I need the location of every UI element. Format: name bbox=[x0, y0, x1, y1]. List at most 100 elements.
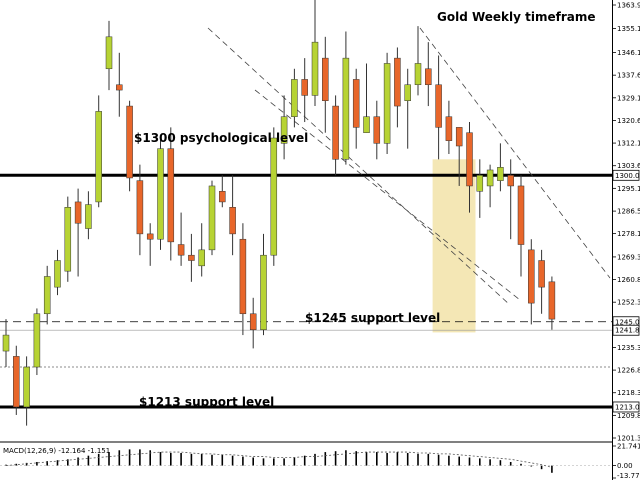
trendlines bbox=[207, 27, 611, 306]
candle bbox=[116, 52, 123, 117]
highlight-box bbox=[432, 159, 476, 333]
candle bbox=[394, 47, 401, 128]
candle-body bbox=[383, 63, 391, 144]
candle-body bbox=[507, 175, 514, 187]
price-tag-box bbox=[612, 324, 640, 336]
candle-body bbox=[528, 249, 535, 304]
candle-body bbox=[414, 63, 422, 86]
candle-body bbox=[229, 207, 236, 235]
candle-body bbox=[146, 233, 154, 240]
price-tag-label: 1300.00 bbox=[615, 172, 640, 180]
y-tick-label: 1295.10 bbox=[617, 185, 640, 193]
price-pane: Gold Weekly timeframe $1300 psychologica… bbox=[0, 0, 612, 426]
candle bbox=[486, 164, 494, 208]
candle-body bbox=[43, 276, 51, 315]
candle-body bbox=[188, 254, 195, 261]
y-tick-label: 1209.85 bbox=[617, 412, 640, 420]
candle-body bbox=[497, 167, 504, 181]
candle-body bbox=[260, 254, 267, 331]
candle bbox=[229, 175, 236, 256]
candle-body bbox=[13, 356, 20, 408]
y-tick-label: 1269.35 bbox=[617, 253, 640, 261]
trendline-lower bbox=[254, 89, 521, 301]
annotation-1300: $1300 psychological level bbox=[134, 131, 308, 145]
candle bbox=[528, 239, 535, 325]
candle bbox=[373, 100, 381, 160]
candle-body bbox=[332, 105, 339, 160]
candle-body bbox=[270, 137, 278, 256]
chart-title: Gold Weekly timeframe bbox=[437, 10, 596, 24]
candle bbox=[445, 100, 453, 154]
candle bbox=[146, 223, 154, 266]
trendline-upper-2 bbox=[419, 27, 611, 279]
y-tick-label: 1355.15 bbox=[617, 25, 640, 33]
candle bbox=[260, 233, 267, 336]
candle bbox=[157, 138, 164, 250]
macd-label: MACD(12,26,9) -12.164 -1.151 bbox=[3, 447, 110, 455]
candle-body bbox=[167, 148, 175, 243]
annotation-1213: $1213 support level bbox=[139, 395, 274, 409]
y-tick-label: 1303.60 bbox=[617, 162, 640, 170]
candle bbox=[280, 95, 288, 160]
candle-body bbox=[322, 57, 329, 101]
y-tick-label: 1201.35 bbox=[617, 435, 640, 443]
y-tick-label: 1226.85 bbox=[617, 367, 640, 375]
candle bbox=[383, 52, 391, 154]
candle-body bbox=[445, 116, 453, 141]
candle-body bbox=[538, 260, 545, 288]
price-tag: 1300.00 bbox=[612, 169, 640, 181]
candle-body bbox=[136, 180, 144, 235]
y-tick-label: 1363.95 bbox=[617, 2, 640, 10]
candle-body bbox=[198, 249, 205, 267]
candle-body bbox=[157, 148, 164, 240]
candle bbox=[74, 188, 82, 277]
candle bbox=[332, 95, 339, 176]
candle bbox=[2, 319, 10, 368]
candle bbox=[85, 191, 92, 240]
candle-body bbox=[466, 132, 473, 187]
candle bbox=[414, 26, 422, 96]
candle-body bbox=[280, 116, 288, 144]
candle bbox=[95, 95, 102, 208]
candle bbox=[301, 58, 308, 123]
candle bbox=[270, 127, 278, 266]
candle bbox=[342, 31, 350, 165]
candle bbox=[352, 68, 360, 149]
candle-body bbox=[74, 201, 82, 224]
macd-tick-label: -13.779 bbox=[617, 472, 640, 480]
candle-body bbox=[33, 313, 41, 368]
price-tag: 1213.00 bbox=[612, 401, 640, 413]
candle-body bbox=[105, 36, 113, 70]
candle bbox=[219, 175, 226, 208]
candle-body bbox=[239, 238, 247, 315]
candle bbox=[13, 345, 20, 415]
candle bbox=[177, 212, 185, 266]
candle-body bbox=[2, 334, 10, 352]
y-tick-label: 1286.55 bbox=[617, 208, 640, 216]
price-tag-label: 1213.00 bbox=[615, 403, 640, 411]
candle bbox=[249, 297, 257, 349]
y-tick-label: 1260.85 bbox=[617, 276, 640, 284]
candle bbox=[538, 249, 545, 314]
candle bbox=[136, 164, 144, 256]
candle-body bbox=[126, 105, 133, 179]
candle bbox=[105, 20, 113, 91]
candle-body bbox=[311, 41, 319, 96]
price-tag-box bbox=[612, 169, 640, 181]
macd-axis: 21.741 0.00 -13.779 bbox=[612, 443, 640, 480]
price-tag-box bbox=[612, 401, 640, 413]
candle bbox=[311, 0, 319, 107]
candle-body bbox=[404, 84, 411, 101]
price-tag-label: 1241.82 bbox=[615, 327, 640, 335]
candle bbox=[476, 159, 484, 218]
candle-body bbox=[425, 68, 432, 86]
candle-body bbox=[64, 207, 72, 272]
candle bbox=[208, 180, 216, 256]
y-tick-label: 1320.60 bbox=[617, 117, 640, 125]
y-tick-label: 1346.10 bbox=[617, 49, 640, 57]
candle-body bbox=[352, 79, 360, 128]
candle-body bbox=[85, 204, 92, 229]
candle-body bbox=[373, 116, 381, 144]
y-tick-label: 1278.10 bbox=[617, 230, 640, 238]
trendline-upper-1 bbox=[207, 27, 511, 306]
